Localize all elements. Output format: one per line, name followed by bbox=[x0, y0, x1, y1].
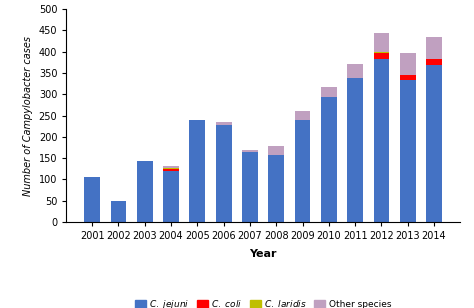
Bar bbox=[321, 87, 337, 97]
Bar bbox=[295, 120, 310, 222]
Bar bbox=[84, 177, 100, 222]
Bar bbox=[374, 52, 389, 53]
Bar bbox=[400, 53, 416, 75]
Bar bbox=[163, 168, 179, 171]
Y-axis label: Number of Campylobacter cases: Number of Campylobacter cases bbox=[23, 35, 33, 196]
Bar bbox=[426, 59, 442, 65]
Bar bbox=[110, 201, 126, 222]
Bar bbox=[426, 65, 442, 222]
Bar bbox=[242, 150, 258, 152]
Bar bbox=[400, 80, 416, 222]
Bar bbox=[426, 37, 442, 59]
Bar bbox=[374, 33, 389, 52]
Bar bbox=[268, 155, 284, 222]
Bar bbox=[216, 125, 231, 222]
Bar bbox=[242, 152, 258, 222]
Bar bbox=[347, 64, 363, 78]
Legend: $\it{C.\ jejuni}$, $\it{C.\ coli}$, $\it{C.\ laridis}$, Other species: $\it{C.\ jejuni}$, $\it{C.\ coli}$, $\it… bbox=[131, 295, 395, 308]
Bar bbox=[163, 166, 179, 168]
Bar bbox=[321, 97, 337, 222]
X-axis label: Year: Year bbox=[249, 249, 277, 259]
Bar bbox=[400, 75, 416, 80]
Bar bbox=[374, 53, 389, 59]
Bar bbox=[374, 59, 389, 222]
Bar bbox=[347, 78, 363, 222]
Bar bbox=[137, 161, 153, 222]
Bar bbox=[163, 171, 179, 222]
Bar bbox=[190, 120, 205, 222]
Bar bbox=[295, 111, 310, 120]
Bar bbox=[216, 122, 231, 125]
Bar bbox=[268, 146, 284, 155]
